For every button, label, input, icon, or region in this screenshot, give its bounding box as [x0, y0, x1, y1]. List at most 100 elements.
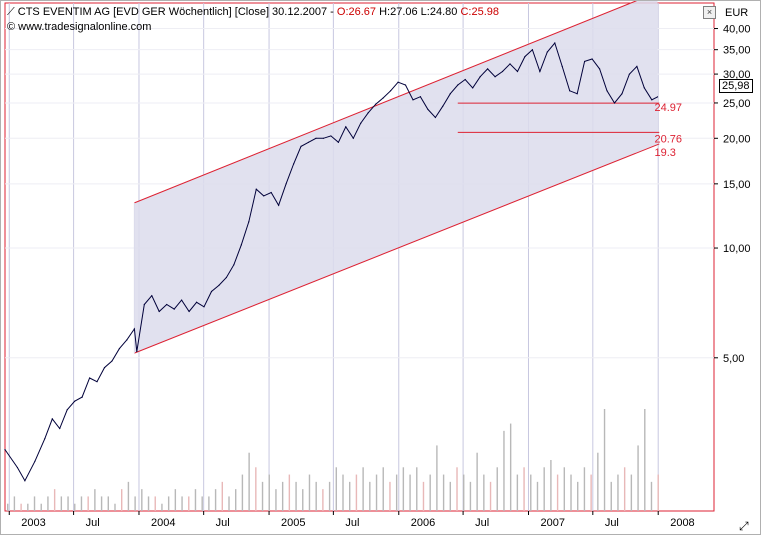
price-point [584, 60, 586, 63]
price-point [367, 112, 369, 114]
price-point [195, 301, 198, 303]
volume-bar [375, 474, 378, 511]
volume-bar [644, 409, 646, 511]
price-point [442, 105, 444, 107]
volume-bar [127, 481, 130, 511]
price-point [539, 70, 541, 73]
volume-bar [630, 474, 633, 511]
price-point [143, 303, 145, 306]
volume-bar [40, 503, 42, 511]
volume-bar [509, 423, 512, 511]
price-point [133, 328, 135, 330]
resize-handle-icon[interactable]: ⤢ [739, 519, 749, 533]
volume-bar [121, 489, 123, 511]
price-point [479, 76, 481, 78]
price-point [561, 65, 563, 67]
volume-bar [442, 474, 445, 511]
price-point [24, 480, 26, 482]
volume-bar [241, 474, 244, 511]
price-point [404, 84, 407, 86]
volume-bar [496, 467, 498, 511]
volume-bar [456, 467, 458, 511]
price-point [158, 310, 160, 313]
volume-bar [382, 467, 384, 511]
y-tick-label: 5,00 [723, 353, 744, 365]
volume-bar [523, 467, 525, 511]
x-tick-label: Jul [216, 517, 230, 529]
currency-unit: EUR [725, 7, 749, 19]
volume-bar [556, 474, 559, 511]
x-tick-label: Jul [605, 517, 619, 529]
price-point [464, 78, 466, 81]
price-point [345, 126, 347, 128]
price-point [44, 438, 46, 440]
price-point [636, 65, 638, 67]
volume-bar [13, 496, 16, 511]
volume-bar [188, 496, 190, 511]
price-point [34, 460, 36, 462]
price-point [651, 99, 653, 101]
volume-bar [154, 496, 156, 511]
price-point [419, 96, 422, 98]
y-tick-label: 35,00 [723, 45, 751, 57]
price-point [248, 221, 250, 223]
volume-bar [543, 467, 545, 511]
volume-bar [268, 474, 270, 511]
volume-bar [610, 481, 612, 511]
price-point [81, 396, 83, 398]
volume-bar [228, 496, 230, 511]
price-point [16, 466, 19, 469]
x-tick-label: 2006 [411, 517, 435, 529]
price-point [218, 284, 220, 286]
price-point [457, 84, 459, 86]
price-point [643, 87, 645, 89]
chart-type-icon: ⟋ [7, 6, 15, 18]
volume-bar [302, 489, 304, 511]
volume-bar [449, 481, 452, 511]
volume-bar [174, 489, 177, 511]
price-point [111, 360, 113, 362]
price-point [494, 76, 496, 78]
volume-bar [288, 474, 291, 511]
volume-bar [194, 489, 197, 511]
volume-bar [80, 496, 83, 511]
volume-bar [295, 481, 297, 511]
price-point [126, 339, 128, 341]
last-price-marker: 25,98 [719, 79, 753, 93]
annotation-label: 20.76 [654, 133, 682, 145]
chart-header: ⟋ CTS EVENTIM AG [EVD GER Wöchentlich] [… [7, 6, 499, 19]
price-point [59, 427, 61, 430]
volume-bar [47, 496, 49, 511]
y-tick-label: 10,00 [723, 243, 751, 255]
price-point [434, 116, 436, 119]
price-point [621, 93, 623, 95]
volume-bar [281, 481, 284, 511]
price-point [656, 96, 659, 98]
volume-bar [637, 445, 639, 511]
price-point [531, 49, 533, 51]
volume-bar [342, 474, 344, 511]
volume-bar [657, 474, 659, 511]
volume-bar [53, 489, 56, 511]
volume-bar [362, 467, 364, 511]
volume-bar [141, 489, 143, 511]
volume-bar [67, 496, 69, 511]
volume-bar [349, 481, 351, 511]
price-point [546, 51, 548, 53]
volume-bar [167, 496, 170, 511]
close-chart-button[interactable]: × [703, 6, 716, 19]
channel-fill [134, 1, 658, 354]
volume-bar [181, 496, 183, 511]
price-point [524, 56, 526, 58]
x-tick-label: Jul [345, 517, 359, 529]
close-value: C:25.98 [460, 6, 499, 18]
price-point [598, 68, 601, 70]
volume-bar [617, 474, 619, 511]
price-point [389, 90, 392, 92]
volume-bar [328, 481, 331, 511]
annotation-label: 19.3 [654, 147, 675, 159]
price-point [173, 308, 175, 310]
volume-bar [503, 430, 505, 511]
volume-bar [214, 489, 217, 511]
